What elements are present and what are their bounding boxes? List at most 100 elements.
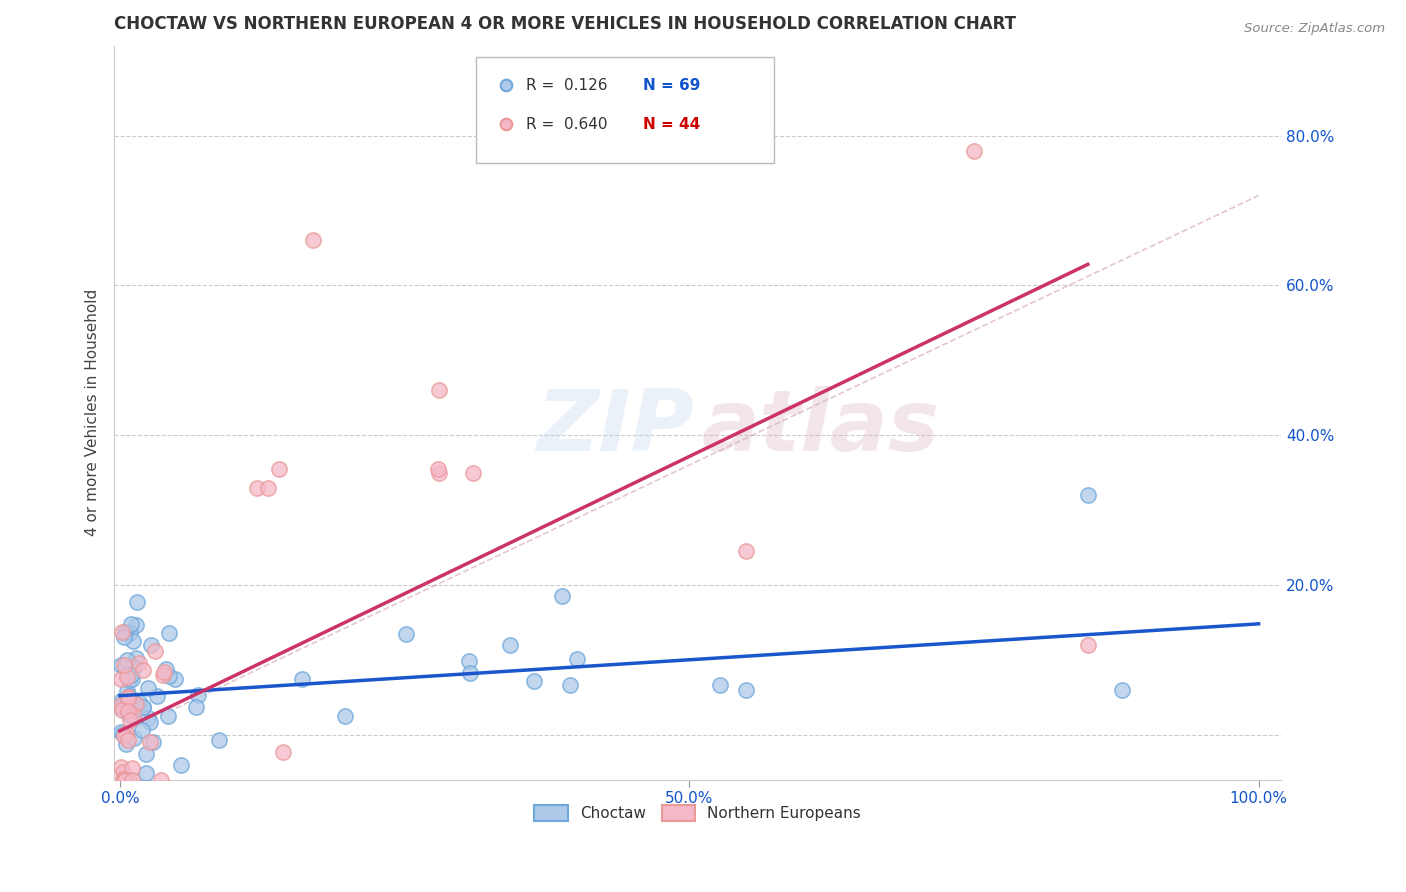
- Point: [735, 682, 758, 697]
- Point: [117, 670, 139, 684]
- Point: [257, 481, 280, 495]
- Point: [120, 706, 142, 721]
- Point: [115, 738, 138, 752]
- Point: [155, 663, 177, 677]
- Point: [118, 772, 141, 787]
- Point: [117, 704, 139, 718]
- Point: [112, 657, 135, 672]
- Point: [139, 734, 162, 748]
- Point: [124, 696, 146, 710]
- Point: [333, 709, 356, 723]
- Text: ZIP: ZIP: [537, 386, 695, 469]
- Point: [118, 665, 141, 680]
- Point: [143, 644, 166, 658]
- Point: [122, 660, 145, 674]
- Point: [117, 690, 139, 705]
- Point: [122, 731, 145, 745]
- Point: [117, 733, 139, 747]
- Point: [291, 672, 314, 686]
- Point: [114, 772, 136, 787]
- Point: [111, 726, 134, 740]
- Point: [121, 703, 143, 717]
- Y-axis label: 4 or more Vehicles in Household: 4 or more Vehicles in Household: [86, 289, 100, 536]
- Point: [120, 617, 142, 632]
- Point: [111, 625, 134, 640]
- Point: [187, 688, 209, 702]
- Point: [118, 673, 141, 687]
- FancyBboxPatch shape: [477, 57, 773, 163]
- Point: [491, 19, 513, 33]
- Point: [114, 661, 136, 675]
- Point: [458, 654, 481, 668]
- Point: [1111, 682, 1133, 697]
- Point: [157, 668, 180, 682]
- Point: [152, 668, 174, 682]
- Point: [128, 696, 150, 710]
- Point: [551, 589, 574, 603]
- Point: [111, 772, 134, 786]
- Point: [110, 692, 132, 706]
- Point: [139, 638, 162, 652]
- Text: N = 69: N = 69: [643, 78, 700, 93]
- Point: [120, 713, 142, 727]
- Point: [131, 723, 153, 737]
- Point: [115, 725, 138, 739]
- Point: [163, 672, 186, 686]
- Point: [110, 725, 132, 739]
- Text: CHOCTAW VS NORTHERN EUROPEAN 4 OR MORE VEHICLES IN HOUSEHOLD CORRELATION CHART: CHOCTAW VS NORTHERN EUROPEAN 4 OR MORE V…: [114, 15, 1017, 33]
- Point: [111, 703, 134, 717]
- Point: [136, 681, 159, 695]
- Text: atlas: atlas: [702, 386, 939, 469]
- Point: [110, 760, 132, 774]
- Point: [117, 690, 139, 704]
- Point: [115, 652, 138, 666]
- Point: [427, 466, 450, 480]
- Text: R =  0.640: R = 0.640: [526, 117, 607, 132]
- Point: [1077, 638, 1099, 652]
- Point: [121, 697, 143, 711]
- Point: [122, 704, 145, 718]
- Point: [132, 699, 155, 714]
- Point: [152, 665, 174, 679]
- Point: [110, 700, 132, 714]
- Point: [118, 707, 141, 722]
- Point: [110, 698, 132, 713]
- Point: [150, 772, 173, 787]
- Point: [112, 729, 135, 743]
- Point: [491, 59, 513, 73]
- Point: [125, 651, 148, 665]
- Point: [458, 665, 481, 680]
- Point: [170, 758, 193, 772]
- Point: [963, 144, 986, 158]
- Point: [427, 462, 450, 476]
- Point: [122, 660, 145, 674]
- Point: [121, 672, 143, 686]
- Text: Source: ZipAtlas.com: Source: ZipAtlas.com: [1244, 22, 1385, 36]
- Point: [114, 770, 136, 784]
- Point: [117, 690, 139, 705]
- Point: [114, 626, 136, 640]
- Point: [567, 652, 589, 666]
- Point: [112, 764, 135, 779]
- Point: [118, 689, 141, 703]
- Point: [427, 383, 450, 397]
- Point: [125, 617, 148, 632]
- Point: [208, 733, 231, 747]
- Text: R =  0.126: R = 0.126: [526, 78, 607, 93]
- Point: [269, 462, 291, 476]
- Point: [114, 699, 136, 714]
- Point: [120, 668, 142, 682]
- Point: [302, 233, 325, 247]
- Point: [523, 674, 546, 689]
- Point: [121, 702, 143, 716]
- Point: [136, 711, 159, 725]
- Point: [121, 772, 143, 787]
- Point: [122, 707, 145, 722]
- Point: [112, 772, 135, 787]
- Point: [1077, 488, 1099, 502]
- Point: [128, 657, 150, 671]
- Point: [245, 481, 267, 495]
- Point: [110, 658, 132, 673]
- Point: [273, 745, 295, 759]
- Point: [114, 625, 136, 640]
